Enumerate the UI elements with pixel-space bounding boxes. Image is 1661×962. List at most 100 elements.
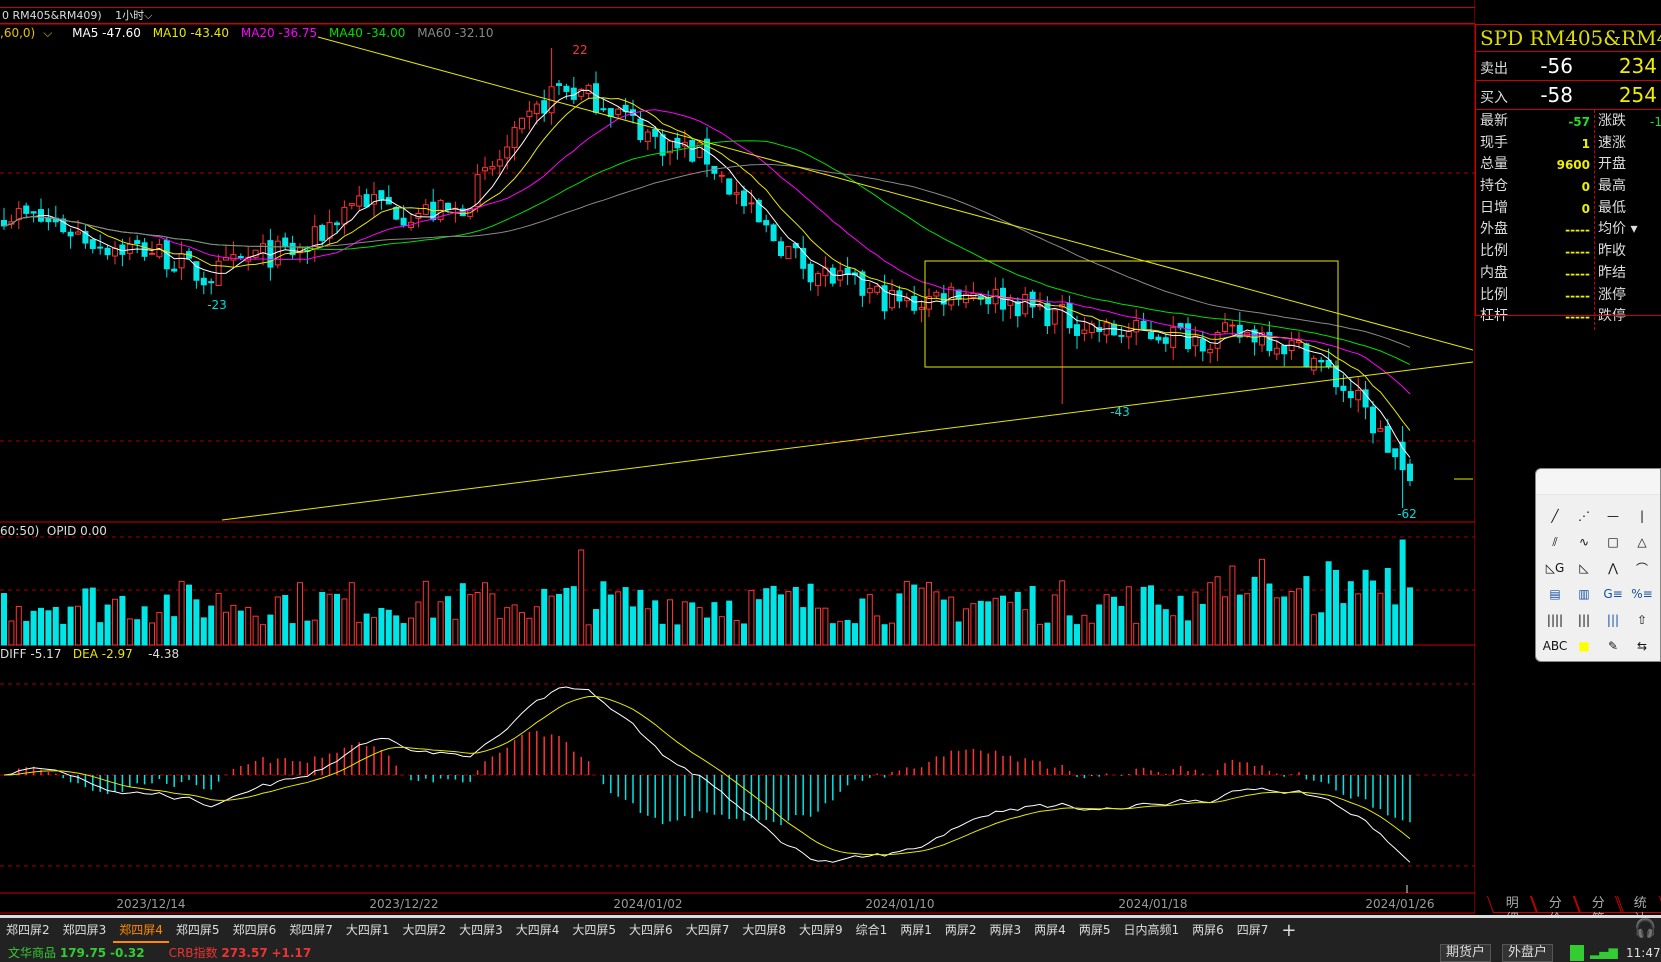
draw-tool-16-icon[interactable]: |||| (1546, 613, 1564, 627)
draw-tool-0-icon[interactable]: ╱ (1551, 509, 1559, 523)
add-tab-button[interactable]: + (1281, 920, 1297, 941)
volume-bar (881, 624, 888, 646)
screen-tab[interactable]: 两屏1 (900, 923, 932, 937)
index-wenhua[interactable]: 文华商品 179.75 -0.32 (8, 946, 145, 960)
candle (1384, 418, 1391, 453)
screen-tab[interactable]: 大四屏9 (798, 923, 843, 937)
screen-tab[interactable]: 两屏6 (1192, 923, 1224, 937)
candle-body (1081, 329, 1088, 334)
candle (541, 89, 548, 122)
volume-bar (1207, 582, 1214, 646)
draw-tool-3-icon[interactable]: | (1639, 509, 1645, 523)
screen-tab[interactable]: 大四屏1 (345, 923, 390, 937)
date-tick-label: 2023/12/22 (369, 897, 438, 911)
screen-tab[interactable]: 日内高频1 (1123, 923, 1180, 937)
screen-tab[interactable]: 大四屏8 (742, 923, 786, 937)
volume-bar (1325, 561, 1332, 646)
buy-row[interactable]: 买入 -58 254 (1476, 81, 1661, 110)
volume-bar (1162, 609, 1169, 646)
diff-value: DIFF -5.17 (0, 647, 62, 661)
volume-bar (652, 600, 659, 646)
draw-tool-14-icon[interactable]: G≡ (1603, 587, 1623, 601)
draw-tool-11-icon[interactable]: ⌒ (1635, 561, 1648, 576)
screen-tab[interactable]: 郑四屏5 (175, 923, 220, 937)
headset-icon[interactable]: 🎧 (1634, 918, 1657, 939)
draw-tool-17-icon[interactable]: ||| (1577, 613, 1591, 627)
draw-tool-5-icon[interactable]: ∿ (1578, 535, 1590, 549)
screen-tab[interactable]: 综合1 (855, 923, 888, 937)
draw-tool-18-icon[interactable]: ||| (1606, 613, 1620, 627)
screen-tab[interactable]: 两屏4 (1034, 923, 1066, 937)
volume-bar (245, 606, 252, 646)
draw-tool-8-icon[interactable]: ◺G (1545, 561, 1565, 575)
screen-tab[interactable]: 大四屏7 (685, 923, 730, 937)
draw-tool-6-icon[interactable]: □ (1607, 535, 1619, 549)
candle (726, 178, 733, 196)
volume-bar (807, 583, 814, 646)
ma-legend: ,60,0) ⌵ MA5 -47.60 MA10 -43.40 MA20 -36.… (0, 25, 502, 41)
volume-bar (134, 619, 141, 646)
screen-tab[interactable]: 两屏2 (944, 923, 977, 937)
candle-body (496, 159, 503, 167)
draw-tool-19-icon[interactable]: ⇧ (1636, 613, 1648, 627)
volume-bar (252, 615, 259, 646)
draw-tool-22-icon[interactable]: ✎ (1607, 639, 1619, 653)
screen-tab[interactable]: 郑四屏4 (113, 918, 169, 943)
period-selector[interactable]: 1小时⌵ (115, 9, 153, 22)
draw-tool-4-icon[interactable]: ⫽ (1552, 534, 1558, 549)
candle (104, 244, 111, 260)
futures-account-button[interactable]: 期货户 (1440, 944, 1492, 962)
toolbox-header[interactable] (1536, 469, 1660, 495)
candle (496, 149, 503, 176)
screen-tab[interactable]: 郑四屏6 (232, 923, 277, 937)
draw-tool-7-icon[interactable]: △ (1637, 535, 1647, 549)
screen-tab[interactable]: 两屏5 (1078, 923, 1111, 937)
screen-tab[interactable]: 大四屏2 (402, 923, 447, 937)
price-extreme-label: 22 (572, 43, 587, 57)
screen-tab[interactable]: 两屏3 (989, 923, 1022, 937)
volume-bar (1251, 576, 1258, 646)
screen-tab[interactable]: 郑四屏3 (62, 923, 107, 937)
draw-tool-13-icon[interactable]: ▥ (1578, 587, 1590, 601)
screen-tab[interactable]: 大四屏3 (459, 923, 503, 937)
candle-body (208, 281, 215, 284)
foreign-account-button[interactable]: 外盘户 (1502, 944, 1554, 962)
index-crb[interactable]: CRB指数 273.57 +1.17 (168, 946, 312, 960)
draw-tool-1-icon[interactable]: ⋰ (1578, 509, 1590, 523)
ma-params[interactable]: ,60,0) ⌵ (0, 26, 53, 40)
kline-chart[interactable]: 22 -23 -43 -62 2023/12/14 2023/12/22 2024/01/0… (0, 0, 1475, 915)
volume-bar (1288, 591, 1295, 646)
draw-tool-9-icon[interactable]: ◺ (1579, 561, 1589, 575)
volume-bar (60, 623, 67, 646)
candle-body (400, 217, 407, 226)
screen-tab[interactable]: 四屏7 (1236, 923, 1269, 937)
candle (348, 203, 355, 210)
volume-bar (556, 593, 562, 646)
candle (8, 214, 15, 229)
screen-tab[interactable]: 大四屏6 (629, 923, 673, 937)
candle (992, 277, 999, 314)
candle-body (1281, 345, 1288, 355)
candle-body (600, 108, 607, 111)
volume-bar (1236, 594, 1243, 646)
right-tab[interactable]: 统计 (1615, 896, 1661, 927)
draw-tool-15-icon[interactable]: %≡ (1631, 587, 1653, 601)
candle-body (393, 206, 400, 220)
screen-tab[interactable]: 大四屏5 (572, 923, 617, 937)
draw-tool-12-icon[interactable]: ▤ (1549, 587, 1561, 601)
sell-row[interactable]: 卖出 -56 234 (1476, 52, 1661, 81)
draw-tool-10-icon[interactable]: ⋀ (1608, 561, 1618, 575)
screen-tab[interactable]: 郑四屏7 (289, 923, 333, 937)
draw-tool-21-icon[interactable]: ■ (1578, 639, 1590, 653)
draw-tool-23-icon[interactable]: ⇆ (1636, 639, 1648, 653)
draw-tool-20-icon[interactable]: ABC (1542, 639, 1568, 653)
candle-body (1303, 343, 1310, 368)
draw-tool-2-icon[interactable]: — (1607, 509, 1619, 523)
candle (356, 186, 363, 211)
candle (593, 71, 599, 115)
screen-tab[interactable]: 大四屏4 (515, 923, 560, 937)
quote-row: 比例 ----- 涨停 (1480, 286, 1626, 303)
candle-body (1148, 332, 1154, 340)
volume-bar (600, 581, 607, 646)
screen-tab[interactable]: 郑四屏2 (6, 923, 50, 937)
